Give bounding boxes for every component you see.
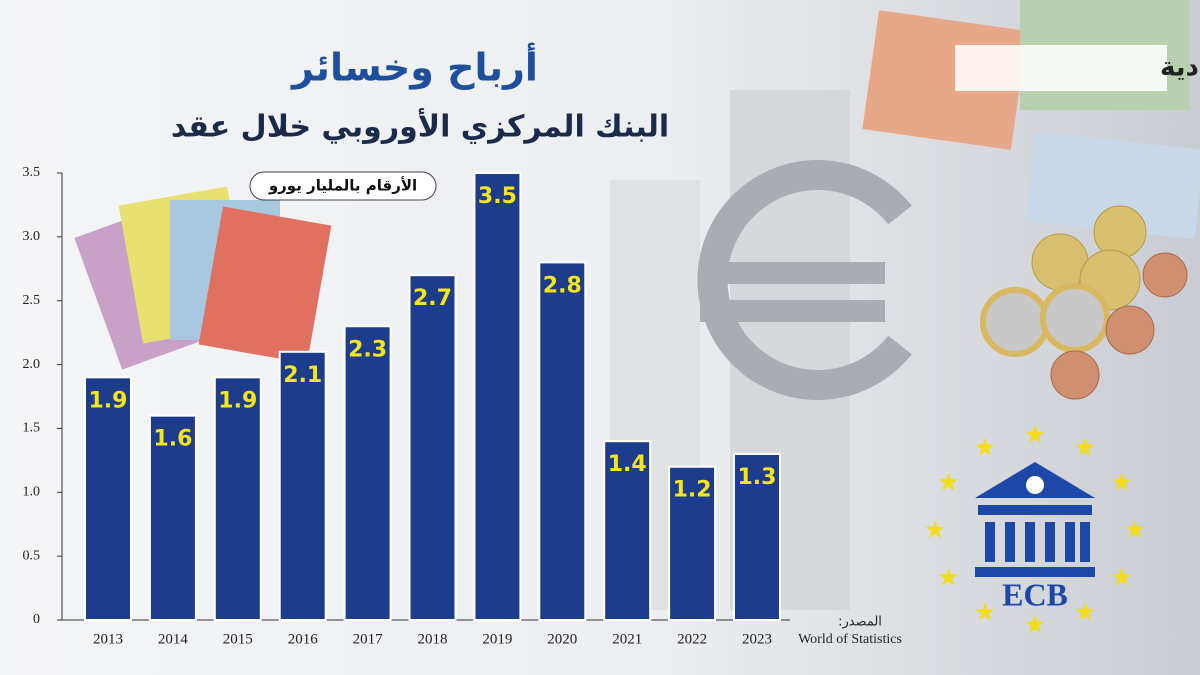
bar [668, 465, 717, 621]
bar [408, 274, 457, 621]
x-tick-label: 2018 [418, 631, 448, 647]
bar [148, 414, 197, 621]
star [1025, 615, 1045, 634]
y-tick-label: 3.5 [23, 165, 41, 180]
unit-note: الأرقام بالمليار يورو [268, 177, 417, 195]
ecb-text: ECB [1002, 576, 1068, 612]
star [1075, 437, 1095, 456]
value-label: 1.3 [738, 465, 777, 490]
star [1075, 602, 1095, 621]
y-tick-label: 1.5 [23, 421, 41, 436]
unit-note-box [249, 171, 437, 201]
value-label: 2.8 [543, 273, 582, 298]
star [1125, 520, 1145, 539]
bar [278, 350, 327, 621]
brand: إرم الاقتصادية [1160, 53, 1200, 83]
bar [84, 376, 132, 622]
x-tick-label: 2022 [677, 631, 707, 647]
chart-title: أرباح وخسائر [290, 43, 538, 91]
value-label: 3.5 [478, 184, 517, 209]
x-tick-label: 2016 [288, 631, 319, 647]
y-tick-label: 2.0 [23, 357, 41, 372]
euro-sign [700, 300, 885, 322]
x-tick-label: 2013 [93, 631, 123, 647]
value-label: 2.7 [413, 286, 452, 311]
bar [538, 261, 587, 621]
star [975, 602, 995, 621]
bar [343, 325, 392, 621]
value-label: 2.1 [283, 363, 322, 388]
brand-box [955, 45, 1167, 91]
x-tick-label: 2014 [158, 631, 189, 647]
star [1112, 567, 1132, 586]
banknotes [74, 186, 332, 370]
value-label: 1.4 [608, 452, 647, 477]
x-tick-label: 2023 [742, 631, 772, 647]
y-tick-label: 1.0 [23, 485, 41, 500]
coins [980, 205, 1188, 400]
y-tick-label: 2.5 [23, 293, 41, 308]
value-label: 2.3 [348, 337, 387, 362]
source: World of Statistics [798, 632, 902, 647]
euro-sign [700, 262, 885, 284]
value-label: 1.2 [673, 478, 712, 503]
value-label: 1.9 [218, 388, 257, 413]
star [938, 472, 958, 491]
value-label: 1.9 [89, 388, 128, 413]
x-tick-label: 2021 [612, 631, 642, 647]
y-tick-label: 0.5 [23, 548, 41, 563]
y-tick-label: 0 [33, 612, 40, 627]
star [925, 520, 945, 539]
bar [603, 440, 652, 622]
source-label: المصدر: [838, 615, 882, 630]
x-tick-label: 2020 [547, 631, 577, 647]
star [1112, 472, 1132, 491]
bar [473, 172, 522, 621]
x-tick-label: 2017 [353, 631, 384, 647]
ecb-logo [975, 462, 1095, 577]
bar [213, 376, 262, 622]
x-tick-label: 2015 [223, 631, 253, 647]
x-tick-label: 2019 [482, 631, 512, 647]
y-tick-label: 3.0 [23, 229, 41, 244]
bar [733, 452, 781, 621]
value-label: 1.6 [153, 427, 192, 452]
star [1025, 425, 1045, 444]
star [938, 567, 958, 586]
chart-subtitle: البنك المركزي الأوروبي خلال عقد [171, 108, 669, 145]
star [975, 437, 995, 456]
